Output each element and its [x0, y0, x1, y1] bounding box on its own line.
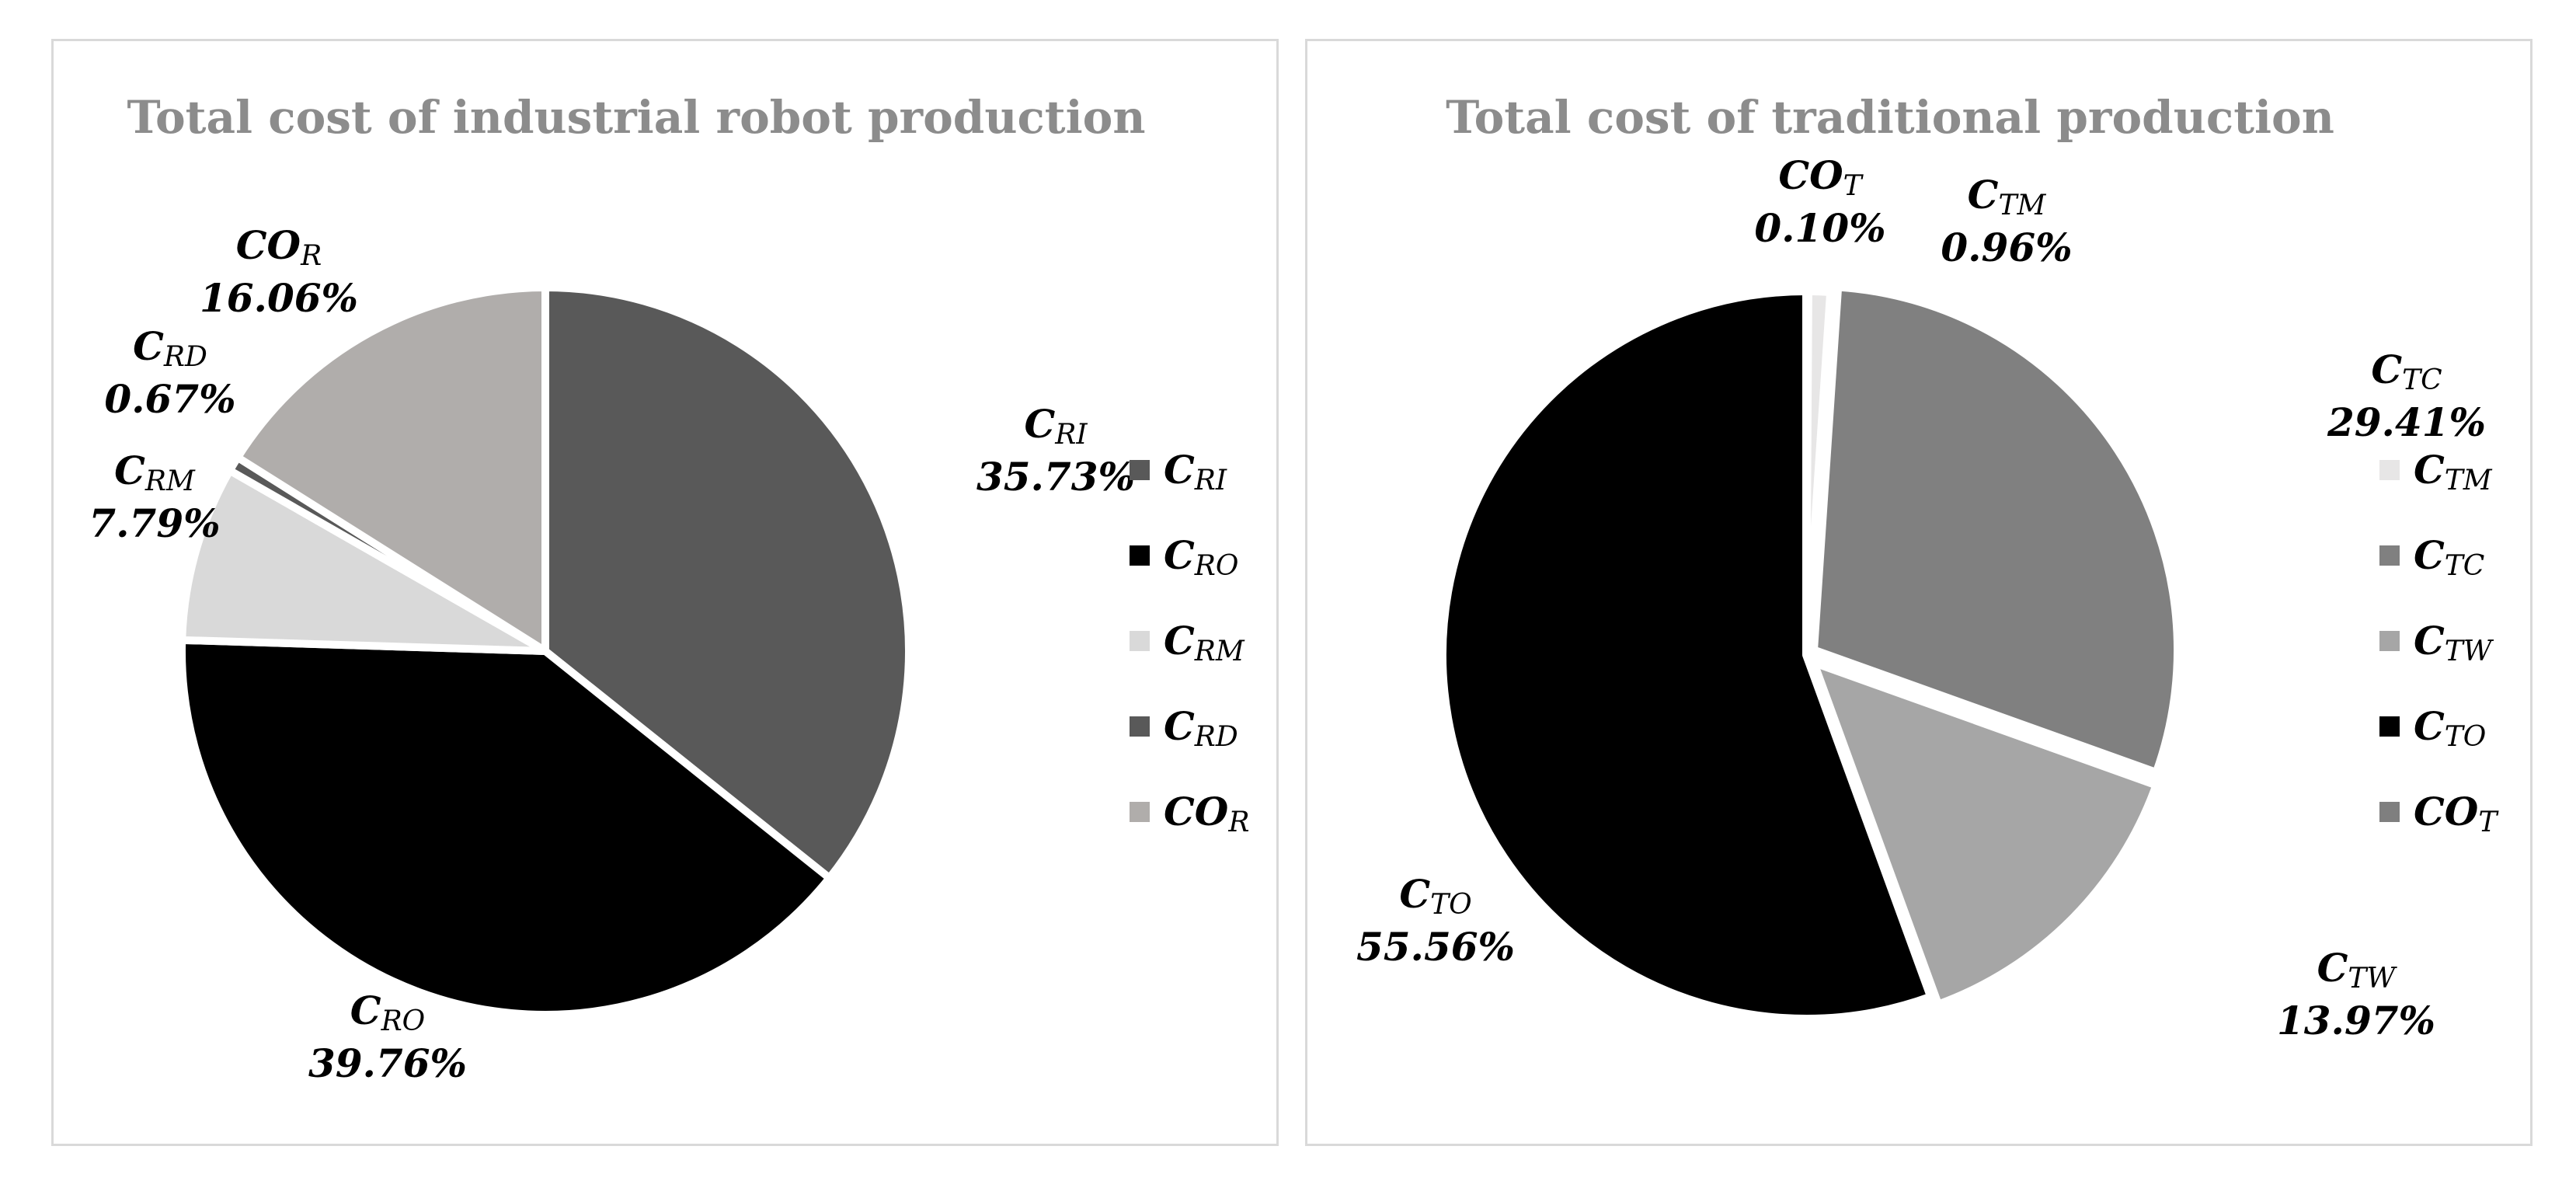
- legend-label: CTM: [2414, 447, 2493, 496]
- slice-label-percent: 55.56%: [1356, 924, 1515, 970]
- pie-slice-cto: [1438, 287, 1935, 1022]
- pie-chart-traditional: Total cost of traditional production COT…: [1356, 91, 2499, 1043]
- pie-slice-cro: [178, 636, 834, 1019]
- legend-label: CRD: [1164, 703, 1238, 753]
- pie-slice-ctc: [1810, 283, 2182, 777]
- slice-label-percent: 16.06%: [200, 275, 358, 321]
- legend-swatch: [1130, 802, 1150, 822]
- slice-label-percent: 13.97%: [2277, 998, 2435, 1043]
- slice-label-percent: 0.67%: [104, 376, 235, 422]
- legend-swatch: [1130, 545, 1150, 566]
- chart-title: Total cost of traditional production: [1446, 91, 2334, 144]
- legend-label: CRM: [1164, 618, 1245, 667]
- slice-label-percent: 7.79%: [89, 500, 220, 546]
- legend-label: CTO: [2414, 703, 2486, 753]
- pie-slice-crm: [178, 466, 549, 655]
- legend-swatch: [2379, 545, 2400, 566]
- slice-label-percent: 35.73%: [976, 454, 1135, 500]
- slice-label-name: CRO: [350, 988, 425, 1037]
- pie-chart-robot: Total cost of industrial robot productio…: [89, 91, 1249, 1086]
- slice-label-name: CTM: [1968, 172, 2047, 221]
- slice-label-name: CTC: [2371, 347, 2442, 396]
- legend-swatch: [2379, 460, 2400, 480]
- slice-label-percent: 0.10%: [1754, 205, 1885, 251]
- slice-label-name: CRM: [114, 448, 196, 497]
- chart-title: Total cost of industrial robot productio…: [127, 91, 1145, 144]
- pie-slice-ctw: [1809, 658, 2160, 1009]
- slice-label-name: CTW: [2317, 945, 2398, 995]
- slice-label-name: COR: [236, 222, 322, 272]
- slice-label-name: CTO: [1399, 871, 1471, 921]
- chart-panel-traditional: Total cost of traditional production COT…: [1305, 39, 2532, 1146]
- legend-label: CTW: [2414, 618, 2494, 667]
- slice-label-percent: 39.76%: [308, 1040, 467, 1086]
- slice-label-name: CRD: [133, 323, 207, 373]
- slice-label-name: COT: [1778, 152, 1864, 202]
- pie-slice-cor: [233, 284, 549, 655]
- legend-swatch: [2379, 631, 2400, 651]
- slice-label-name: CRI: [1024, 401, 1088, 451]
- slice-label-percent: 0.96%: [1941, 225, 2072, 270]
- legend-swatch: [1130, 460, 1150, 480]
- pie-slice-cri: [541, 284, 913, 883]
- legend-label: COT: [2414, 789, 2499, 838]
- legend-swatch: [2379, 802, 2400, 822]
- chart-panel-robot: Total cost of industrial robot productio…: [51, 39, 1279, 1146]
- legend-label: CRI: [1164, 447, 1227, 496]
- legend-label: CRO: [1164, 532, 1238, 582]
- slice-label-percent: 29.41%: [2327, 399, 2486, 445]
- legend-label: COR: [1164, 789, 1249, 838]
- legend-label: CTC: [2414, 532, 2484, 582]
- legend-swatch: [2379, 716, 2400, 737]
- legend-swatch: [1130, 631, 1150, 651]
- legend-swatch: [1130, 716, 1150, 737]
